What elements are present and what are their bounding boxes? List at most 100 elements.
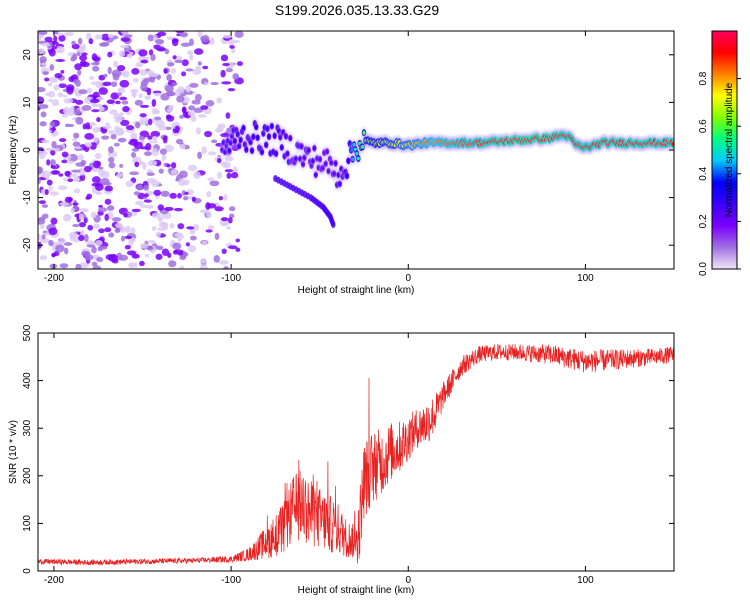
noise-blob xyxy=(165,114,172,120)
noise-blob xyxy=(75,116,84,125)
noise-blob xyxy=(155,38,165,45)
noise-blob xyxy=(78,234,85,242)
noise-blob xyxy=(64,170,71,177)
noise-blob xyxy=(164,126,172,130)
noise-blob xyxy=(67,197,73,202)
noise-blob xyxy=(58,34,66,42)
noise-blob xyxy=(147,135,153,140)
noise-blob xyxy=(86,244,96,248)
noise-blob xyxy=(138,135,146,141)
noise-blob xyxy=(199,258,207,264)
noise-blob xyxy=(197,151,202,160)
noise-blob xyxy=(51,253,57,257)
noise-blob xyxy=(57,92,64,98)
noise-blob xyxy=(107,51,113,58)
noise-blob xyxy=(40,111,47,118)
noise-blob xyxy=(156,47,167,52)
noise-blob xyxy=(78,154,84,161)
noise-blob xyxy=(91,176,101,184)
noise-blob xyxy=(85,122,91,130)
noise-blob xyxy=(227,39,235,46)
noise-blob xyxy=(61,151,69,158)
noise-blob xyxy=(101,33,110,41)
noise-blob xyxy=(157,204,164,211)
noise-blob xyxy=(119,163,124,168)
noise-blob xyxy=(153,189,162,196)
y-tick-label: 10 xyxy=(22,96,33,108)
noise-blob xyxy=(44,36,53,43)
ridge-core xyxy=(280,145,284,150)
ridge-core xyxy=(241,126,246,131)
noise-blob xyxy=(49,76,58,80)
noise-blob xyxy=(221,81,232,85)
colorbar-tick-label: 0.0 xyxy=(698,262,709,276)
noise-blob xyxy=(104,227,112,233)
noise-blob xyxy=(51,99,60,107)
noise-blob xyxy=(235,247,241,252)
noise-blob xyxy=(225,112,231,119)
noise-blob xyxy=(78,213,84,221)
noise-blob xyxy=(153,116,162,121)
noise-blob xyxy=(91,261,98,267)
noise-blob xyxy=(146,246,154,251)
noise-blob xyxy=(73,177,80,182)
y-tick-label: 300 xyxy=(22,419,33,436)
snr-y-ticks: 0 100 200 300 400 500 xyxy=(22,324,674,574)
noise-blob xyxy=(72,138,78,142)
noise-blob xyxy=(89,98,100,104)
noise-blob xyxy=(222,34,232,39)
noise-blob xyxy=(41,62,47,68)
ridge-core xyxy=(314,172,318,177)
noise-blob xyxy=(201,146,207,155)
x-tick-label: 0 xyxy=(405,575,411,586)
noise-blob xyxy=(202,65,209,70)
noise-blob xyxy=(47,90,56,98)
y-tick-label: 200 xyxy=(22,467,33,484)
snr-x-ticks: -200 -100 0 100 xyxy=(44,333,594,586)
noise-blob xyxy=(38,104,49,109)
noise-blob xyxy=(92,265,102,269)
noise-blob xyxy=(96,256,104,263)
snr-panel: -200 -100 0 100 0 100 200 300 400 500 Height of … xyxy=(8,324,675,596)
noise-blob xyxy=(161,154,167,161)
noise-blob xyxy=(151,179,160,188)
noise-blob xyxy=(96,116,101,123)
ridge-core xyxy=(251,134,256,139)
noise-blob xyxy=(85,196,91,200)
noise-blob xyxy=(41,170,51,179)
noise-blob xyxy=(73,132,80,139)
noise-blob xyxy=(136,184,144,191)
colorbar-gradient xyxy=(711,30,738,270)
spectrogram-ridge xyxy=(219,117,674,229)
noise-blob xyxy=(227,87,236,92)
noise-blob xyxy=(110,133,117,140)
noise-blob xyxy=(38,48,45,54)
noise-blob xyxy=(214,206,224,212)
noise-blob xyxy=(175,88,181,97)
noise-blob xyxy=(49,263,58,269)
noise-blob xyxy=(207,225,215,230)
noise-blob xyxy=(180,42,191,47)
noise-blob xyxy=(116,173,123,178)
noise-blob xyxy=(133,141,143,150)
noise-blob xyxy=(207,151,217,156)
noise-blob xyxy=(79,54,88,62)
noise-blob xyxy=(128,262,136,269)
ridge-core xyxy=(356,156,360,161)
noise-blob xyxy=(148,118,153,126)
noise-blob xyxy=(156,245,164,251)
y-tick-label: 20 xyxy=(22,49,33,61)
noise-blob xyxy=(194,48,204,55)
noise-blob xyxy=(220,69,226,78)
ridge-core xyxy=(227,148,231,153)
noise-blob xyxy=(176,95,185,103)
noise-blob xyxy=(209,180,220,187)
noise-blob xyxy=(38,233,42,241)
noise-blob xyxy=(50,165,57,169)
noise-blob xyxy=(220,54,229,62)
noise-blob xyxy=(221,248,227,255)
noise-blob xyxy=(195,127,201,135)
noise-blob xyxy=(189,82,199,88)
noise-blob xyxy=(38,178,41,184)
